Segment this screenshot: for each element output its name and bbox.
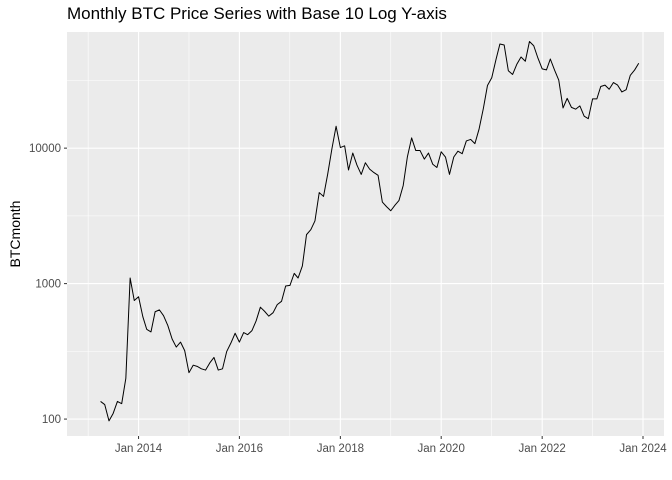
y-tick-label: 1000 [35,279,61,291]
x-tick-label: Jan 2024 [619,443,667,455]
x-tick-label: Jan 2014 [115,443,163,455]
y-tick-label: 10000 [29,143,61,155]
y-tick-label: 100 [42,414,61,426]
x-tick-label: Jan 2016 [216,443,263,455]
chart-title: Monthly BTC Price Series with Base 10 Lo… [67,4,447,23]
x-tick-label: Jan 2022 [519,443,566,455]
x-axis: Jan 2014 Jan 2016 Jan 2018 Jan 2020 Jan 2022… [115,436,667,455]
plot-panel [67,32,664,436]
y-axis-title: BTCmonth [7,201,23,268]
x-tick-label: Jan 2018 [317,443,364,455]
major-gridlines [67,32,664,436]
x-tick-label: Jan 2020 [418,443,465,455]
btc-price-line [100,40,640,422]
y-axis: 100 1000 10000 [29,143,67,426]
